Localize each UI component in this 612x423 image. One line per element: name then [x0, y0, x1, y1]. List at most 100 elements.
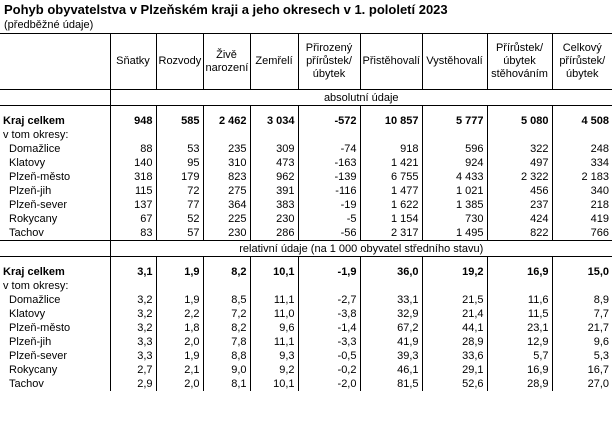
table-cell: 1,8 — [155, 321, 203, 335]
row-label: Plzeň-sever — [9, 199, 68, 211]
subhead-label: v tom okresy: — [3, 129, 69, 141]
table-cell: 57 — [155, 226, 203, 241]
table-cell: 10,1 — [249, 265, 298, 279]
table-cell: 8,2 — [202, 321, 250, 335]
header-cell: Přirozený přírůstek/ úbytek — [297, 33, 360, 90]
total-row: Kraj celkem 948 585 2 462 3 034 -572 10 857 5 7… — [0, 114, 612, 128]
empty-cell — [297, 128, 360, 142]
table-cell: 67,2 — [359, 321, 422, 335]
table-cell: 2 462 — [202, 114, 250, 128]
table-title: Pohyb obyvatelstva v Plzeňském kraji a j… — [4, 2, 448, 17]
table-cell: 419 — [551, 212, 612, 226]
table-cell: 3,2 — [109, 293, 156, 307]
table-cell: 596 — [421, 142, 487, 156]
table-cell: 95 — [155, 156, 203, 170]
table-cell: 3,2 — [109, 307, 156, 321]
row-label: Rokycany — [9, 364, 58, 376]
table-cell: 322 — [486, 142, 552, 156]
table-cell: 10,1 — [249, 377, 298, 391]
empty-cell — [109, 128, 156, 142]
table-cell: 962 — [249, 170, 298, 184]
table-cell: -1,4 — [297, 321, 360, 335]
table-cell: 7,7 — [551, 307, 612, 321]
table-cell: 334 — [551, 156, 612, 170]
table-cell: -1,9 — [297, 265, 360, 279]
table-cell: 2,0 — [155, 377, 203, 391]
row-label: Klatovy — [9, 157, 46, 169]
header-cell: Celkový přírůstek/ úbytek — [551, 33, 612, 90]
table-cell: 21,7 — [551, 321, 612, 335]
table-cell: 235 — [202, 142, 250, 156]
table-row: Tachov 2,9 2,0 8,1 10,1 -2,0 81,5 52,6 28,9 27,0 — [0, 377, 612, 391]
spacer-cell — [421, 256, 487, 265]
table-cell: -0,5 — [297, 349, 360, 363]
row-label: Kraj celkem — [3, 266, 65, 278]
table-cell: 81,5 — [359, 377, 422, 391]
table-cell: 39,3 — [359, 349, 422, 363]
table-cell: 10 857 — [359, 114, 422, 128]
subhead-label: v tom okresy: — [3, 280, 69, 292]
table-cell: 218 — [551, 198, 612, 212]
table-cell: 310 — [202, 156, 250, 170]
row-label: Plzeň-sever — [9, 350, 68, 362]
table-cell: -5 — [297, 212, 360, 226]
table-cell: 2 317 — [359, 226, 422, 241]
table-cell: 823 — [202, 170, 250, 184]
empty-cell — [202, 279, 250, 293]
table-cell: 21,5 — [421, 293, 487, 307]
table-cell: 32,9 — [359, 307, 422, 321]
header-cell: Živě narození — [202, 33, 250, 90]
header-cell: Přistěhovalí — [359, 33, 422, 90]
table-cell: 1 495 — [421, 226, 487, 241]
spacer-cell — [297, 105, 360, 114]
table-row: Klatovy 3,2 2,2 7,2 11,0 -3,8 32,9 21,4 11,5 7,7 — [0, 307, 612, 321]
table-cell: 730 — [421, 212, 487, 226]
row-label: Tachov — [9, 227, 44, 239]
table-cell: 2,1 — [155, 363, 203, 377]
spacer-cell — [0, 257, 110, 266]
table-cell: 924 — [421, 156, 487, 170]
spacer-cell — [249, 105, 298, 114]
spacer-row — [0, 256, 612, 266]
table-cell: 41,9 — [359, 335, 422, 349]
row-label: Domažlice — [9, 294, 61, 306]
table-cell: 28,9 — [421, 335, 487, 349]
table-cell: 15,0 — [551, 265, 612, 279]
table-cell: 225 — [202, 212, 250, 226]
spacer-cell — [551, 105, 612, 114]
section-header-spacer — [0, 89, 110, 106]
table-row: Domažlice 3,2 1,9 8,5 11,1 -2,7 33,1 21,5 11,6 8,… — [0, 293, 612, 307]
table-cell: 5,3 — [551, 349, 612, 363]
table-cell: 2 322 — [486, 170, 552, 184]
table-cell: 8,5 — [202, 293, 250, 307]
table-cell: 11,6 — [486, 293, 552, 307]
table-cell: -3,3 — [297, 335, 360, 349]
row-label: Domažlice — [9, 143, 61, 155]
table-cell: 8,8 — [202, 349, 250, 363]
spacer-cell — [486, 105, 552, 114]
table-cell: 1 021 — [421, 184, 487, 198]
table-cell: 5,7 — [486, 349, 552, 363]
row-label: Plzeň-jih — [9, 185, 52, 197]
table-cell: 16,7 — [551, 363, 612, 377]
table-cell: 2,0 — [155, 335, 203, 349]
row-label: Plzeň-město — [9, 322, 71, 334]
spacer-cell — [551, 256, 612, 265]
table-cell: 2 183 — [551, 170, 612, 184]
table-cell: 275 — [202, 184, 250, 198]
table-cell: 4 508 — [551, 114, 612, 128]
table-row: Klatovy 140 95 310 473 -163 1 421 924 497 334 — [0, 156, 612, 170]
table-row: Plzeň-jih 3,3 2,0 7,8 11,1 -3,3 41,9 28,9 12,9 9,… — [0, 335, 612, 349]
table-cell: 230 — [249, 212, 298, 226]
table-cell: -19 — [297, 198, 360, 212]
table-cell: 88 — [109, 142, 156, 156]
table-cell: 3,2 — [109, 321, 156, 335]
table-cell: 11,1 — [249, 293, 298, 307]
spacer-cell — [155, 105, 203, 114]
population-table: Sňatky Rozvody Živě narození Zemřelí Při… — [0, 33, 612, 391]
table-cell: 1,9 — [155, 265, 203, 279]
table-cell: 8,2 — [202, 265, 250, 279]
empty-cell — [109, 279, 156, 293]
table-cell: 766 — [551, 226, 612, 241]
table-cell: 7,2 — [202, 307, 250, 321]
